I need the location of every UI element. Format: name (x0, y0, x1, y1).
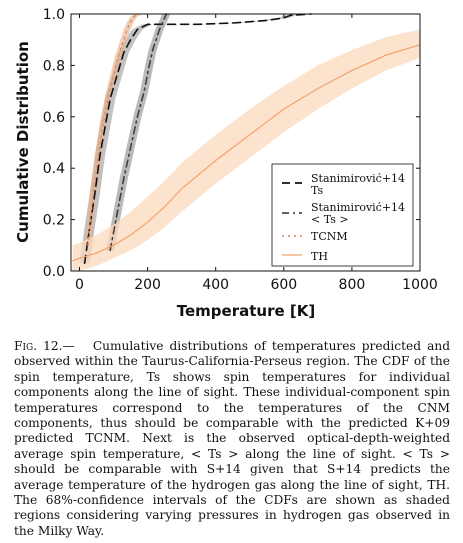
x-tick-label: 200 (134, 277, 161, 293)
x-tick-label: 600 (270, 277, 297, 293)
legend-label: TH (311, 250, 328, 263)
x-tick-label: 0 (75, 277, 84, 293)
legend-label: TCNM (311, 230, 348, 243)
plot-frame (70, 13, 421, 272)
x-tick-label: 1000 (402, 277, 438, 293)
y-tick-label: 0.2 (43, 213, 65, 229)
y-tick-label: 0.8 (43, 58, 65, 74)
y-tick-label: 0.4 (43, 161, 65, 177)
legend-sublabel: < Ts > (311, 213, 349, 226)
legend-label: Stanimirović+14 (311, 172, 405, 185)
legend-box (271, 163, 414, 267)
ts-series-line (83, 13, 312, 265)
legend-sublabel: Ts (311, 184, 324, 197)
y-tick-label: 0.0 (43, 264, 65, 280)
y-axis-label: Cumulative Distribution (14, 41, 32, 243)
mean-ts-series-band (106, 14, 171, 251)
tcnm-series-line (87, 13, 139, 247)
caption-text: Cumulative distributions of temperatures… (14, 339, 450, 538)
legend-label: Stanimirović+14 (311, 201, 405, 214)
x-axis-label: Temperature [K] (177, 302, 315, 320)
figure-label: Fig. 12.— (14, 339, 75, 353)
y-tick-label: 1.0 (43, 7, 65, 23)
mean-ts-series-line (109, 13, 168, 252)
th-series-line (72, 44, 421, 262)
y-tick-label: 0.6 (43, 110, 65, 126)
axis-ticks: 0 200 400 600 800 1000 0.0 0.2 0.4 0.6 0.8 1.0 (43, 7, 438, 293)
figure-caption: Fig. 12.— Cumulative distributions of te… (14, 339, 450, 539)
x-tick-label: 400 (202, 277, 229, 293)
cdf-chart: 0 200 400 600 800 1000 0.0 0.2 0.4 0.6 0.8 1.0 Cumu… (14, 7, 438, 320)
x-tick-label: 800 (339, 277, 366, 293)
series-lines (72, 13, 421, 265)
